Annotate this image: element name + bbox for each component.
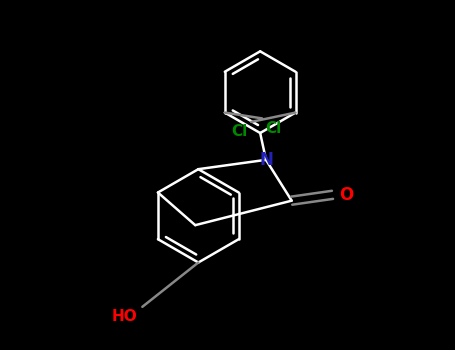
Text: O: O	[339, 186, 354, 204]
Text: Cl: Cl	[266, 121, 282, 136]
Text: HO: HO	[112, 309, 138, 324]
Text: Cl: Cl	[232, 124, 248, 139]
Text: N: N	[259, 151, 273, 169]
